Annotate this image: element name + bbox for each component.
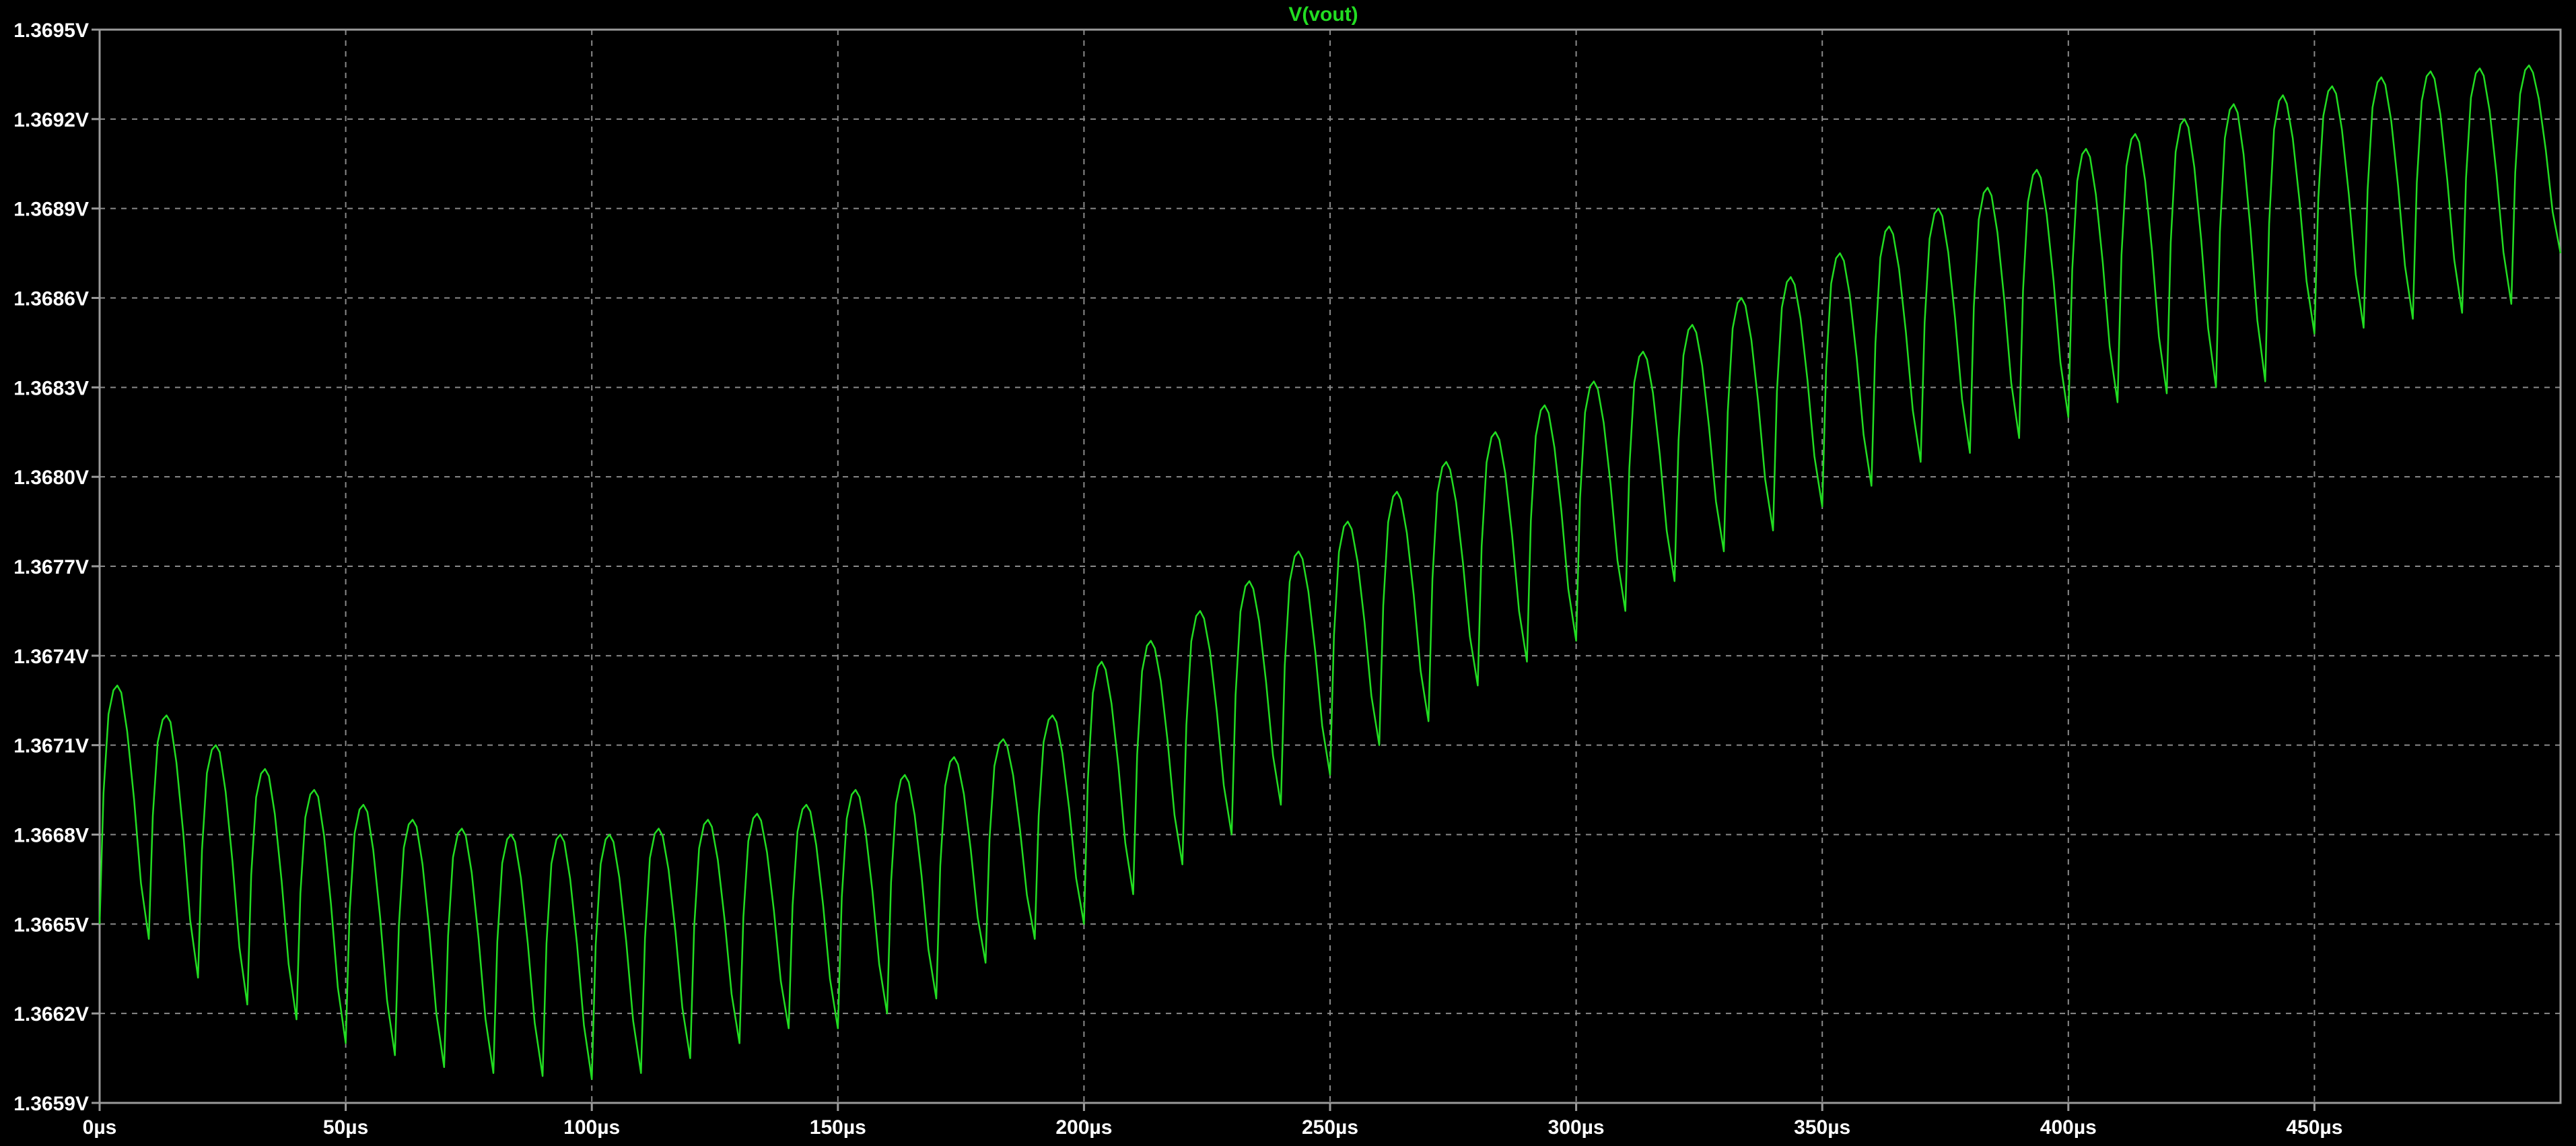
x-tick-label: 250µs xyxy=(1302,1116,1358,1139)
series-layer xyxy=(98,64,2562,1080)
y-tick-label: 1.3677V xyxy=(13,556,89,578)
grid xyxy=(100,30,2561,1103)
x-tick-label: 300µs xyxy=(1548,1116,1605,1139)
x-tick-label: 0µs xyxy=(83,1116,117,1139)
series-line-vout xyxy=(98,64,2562,1080)
plot-frame xyxy=(92,28,2562,1111)
y-tick-label: 1.3659V xyxy=(13,1093,89,1115)
y-tick-label: 1.3671V xyxy=(13,735,89,757)
x-tick-label: 100µs xyxy=(563,1116,620,1139)
y-axis-tick-labels: 1.3695V 1.3692V 1.3689V 1.3686V 1.3683V 1.368… xyxy=(13,20,89,1115)
x-tick-label: 350µs xyxy=(1794,1116,1850,1139)
y-tick-label: 1.3680V xyxy=(13,467,89,489)
y-tick-label: 1.3695V xyxy=(13,20,89,42)
x-tick-label: 150µs xyxy=(810,1116,866,1139)
y-tick-label: 1.3662V xyxy=(13,1003,89,1025)
x-tick-label: 450µs xyxy=(2286,1116,2342,1139)
y-tick-label: 1.3668V xyxy=(13,825,89,847)
y-tick-label: 1.3674V xyxy=(13,646,89,668)
y-tick-label: 1.3689V xyxy=(13,199,89,221)
y-tick-label: 1.3683V xyxy=(13,377,89,399)
x-tick-label: 400µs xyxy=(2040,1116,2097,1139)
trace-label-vout[interactable]: V(vout) xyxy=(1288,3,1358,26)
y-tick-label: 1.3686V xyxy=(13,288,89,310)
x-tick-label: 50µs xyxy=(323,1116,368,1139)
x-tick-label: 200µs xyxy=(1055,1116,1112,1139)
x-axis-tick-labels: 0µs 50µs 100µs 150µs 200µs 250µs 300µs 350µs 400… xyxy=(83,1116,2343,1139)
y-tick-label: 1.3692V xyxy=(13,109,89,131)
y-tick-label: 1.3665V xyxy=(13,914,89,936)
